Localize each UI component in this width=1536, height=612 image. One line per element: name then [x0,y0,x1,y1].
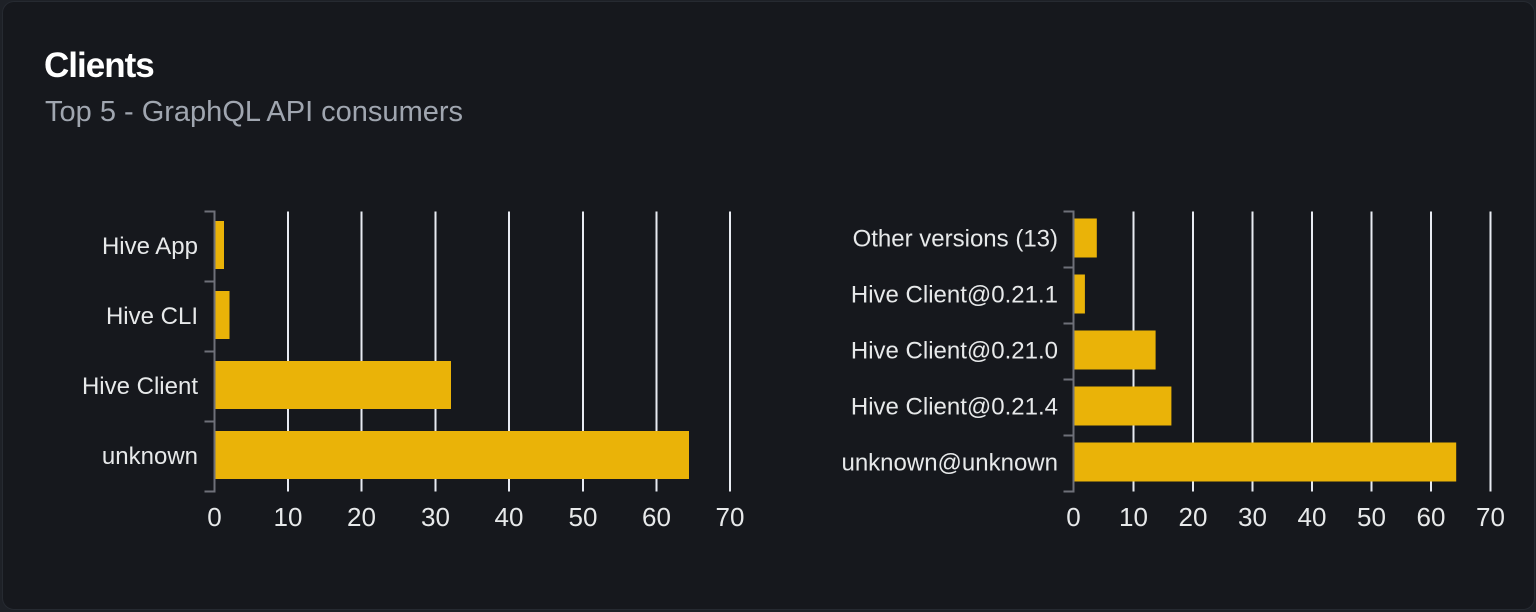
svg-text:0: 0 [1066,502,1080,532]
svg-text:unknown@unknown: unknown@unknown [841,450,1058,477]
svg-text:60: 60 [642,502,671,532]
svg-text:Hive Client@0.21.1: Hive Client@0.21.1 [851,282,1058,309]
svg-text:Hive Client: Hive Client [82,373,198,400]
svg-text:20: 20 [347,502,376,532]
svg-text:Other versions (13): Other versions (13) [853,226,1058,253]
svg-text:Hive App: Hive App [102,233,198,260]
svg-text:0: 0 [207,502,221,532]
svg-text:20: 20 [1179,502,1208,532]
svg-text:Hive Client@0.21.0: Hive Client@0.21.0 [851,338,1058,365]
svg-text:60: 60 [1417,502,1446,532]
svg-text:70: 70 [716,502,745,532]
svg-text:50: 50 [1357,502,1386,532]
svg-text:40: 40 [495,502,524,532]
svg-text:30: 30 [1238,502,1267,532]
svg-text:Hive Client@0.21.4: Hive Client@0.21.4 [851,394,1058,421]
svg-text:70: 70 [1476,502,1505,532]
svg-text:40: 40 [1298,502,1327,532]
svg-text:50: 50 [569,502,598,532]
svg-text:unknown: unknown [102,443,198,470]
svg-text:30: 30 [421,502,450,532]
svg-text:Hive CLI: Hive CLI [106,303,198,330]
svg-text:10: 10 [1119,502,1148,532]
svg-text:10: 10 [274,502,303,532]
